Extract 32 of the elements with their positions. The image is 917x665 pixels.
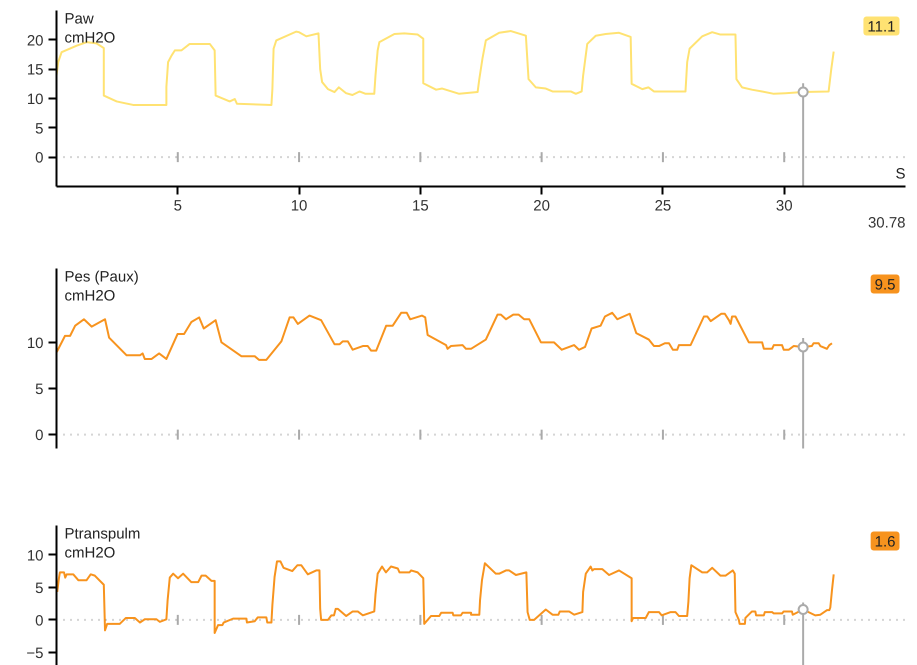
y-tick-label: 5 [35, 580, 44, 597]
y-tick-label: −5 [26, 644, 44, 662]
x-tick-label: 20 [533, 198, 550, 214]
y-tick-label: 10 [26, 547, 44, 564]
y-tick-label: 0 [35, 612, 44, 630]
x-tick-label: 10 [290, 198, 308, 214]
text: 30.78 [868, 214, 906, 232]
x-tick-label: 5 [174, 198, 182, 214]
x-axis-title: S [895, 166, 906, 182]
y-tick-label: 10 [26, 91, 44, 108]
line-series [56, 30, 835, 106]
line-series [56, 312, 833, 361]
x-tick-label: 25 [654, 198, 672, 214]
annotation: 11.1 [867, 18, 896, 36]
y-axis-title: cmH2O [64, 288, 116, 304]
y-tick-label: 0 [35, 427, 44, 444]
chart-title: Ptranspulm [64, 526, 140, 542]
y-tick-label: 15 [26, 62, 44, 79]
y-tick-label: 10 [26, 334, 44, 352]
annotation: 1.6 [874, 534, 896, 550]
y-tick-label: 5 [35, 120, 44, 138]
y-axis-title: cmH2O [64, 30, 116, 46]
line-series [56, 560, 835, 634]
y-axis-title: cmH2O [64, 544, 116, 562]
y-tick-label: 20 [26, 32, 44, 50]
y-tick-label: 5 [35, 381, 44, 398]
y-tick-label: 0 [35, 150, 44, 167]
annotation: 9.5 [874, 276, 896, 294]
x-tick-label: 30 [776, 198, 793, 214]
chart-title: Paw [64, 10, 94, 28]
x-tick-label: 15 [412, 198, 429, 214]
chart-title: Pes (Paux) [64, 268, 139, 286]
